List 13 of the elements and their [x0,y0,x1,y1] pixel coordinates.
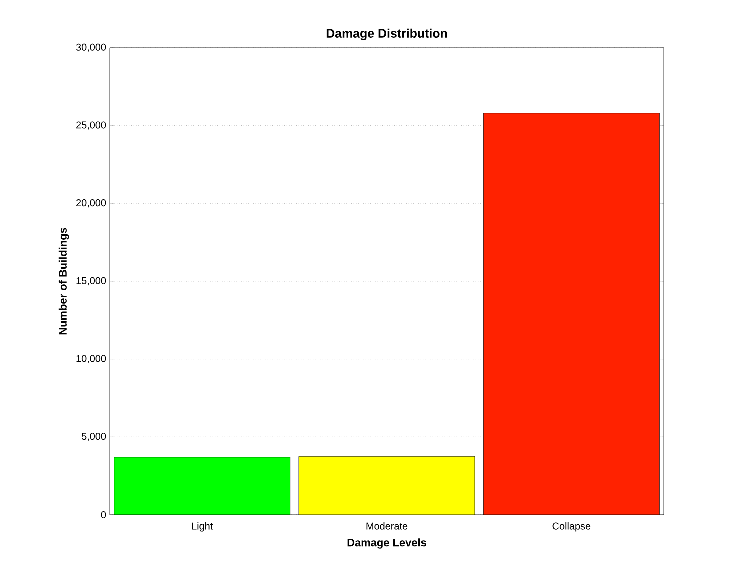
x-tick-label: Moderate [366,522,408,530]
x-tick-label: Collapse [552,522,591,532]
chart-title: Damage Distribution [326,28,448,40]
y-tick-label: 10,000 [76,355,106,364]
y-tick-label: 15,000 [76,277,106,286]
y-tick-label: 0 [101,511,106,519]
y-tick-label: 30,000 [76,44,106,52]
x-tick-label: Light [192,522,214,532]
y-axis-title: Number of Buildings [58,228,70,335]
x-axis-title: Damage Levels [348,538,426,549]
y-tick-label: 20,000 [76,200,106,208]
y-tick-label: 25,000 [76,122,106,130]
y-tick-label: 5,000 [82,433,106,442]
